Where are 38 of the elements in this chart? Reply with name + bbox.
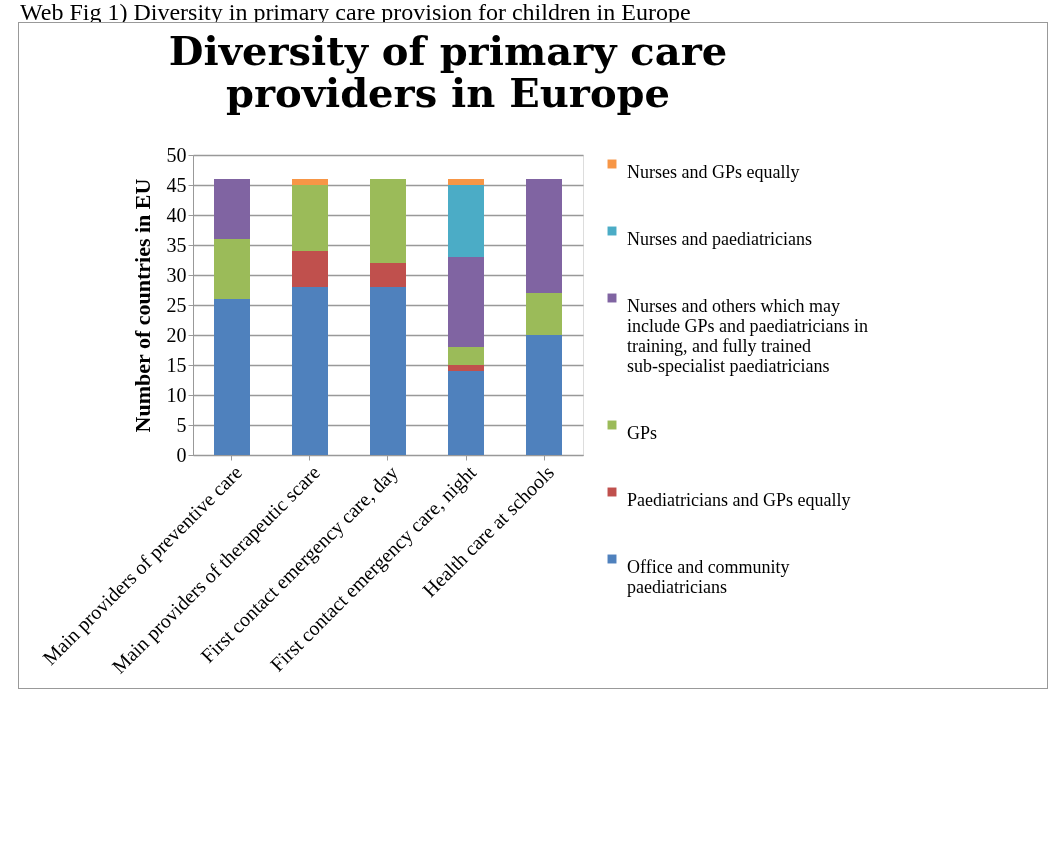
bar	[526, 293, 562, 335]
bar	[292, 251, 328, 287]
chart-title: Diversity of primary care providers in Europe	[168, 27, 728, 116]
bar	[292, 179, 328, 185]
bar	[448, 365, 484, 371]
y-tick-label: 25	[166, 293, 187, 316]
legend-label: Nurses and GPs equally	[627, 162, 800, 182]
y-tick-label: 50	[166, 143, 187, 166]
y-axis-title: Number of countries in EU	[129, 178, 155, 433]
y-tick-label: 35	[166, 233, 187, 256]
legend-label: Paediatricians and GPs equally	[627, 490, 851, 510]
legend-label: GPs	[627, 423, 658, 443]
bar	[448, 347, 484, 365]
bar	[214, 299, 250, 455]
bar	[448, 257, 484, 347]
y-tick-label: 0	[176, 443, 187, 466]
y-tick-label: 10	[166, 383, 187, 406]
y-tick-label: 45	[166, 173, 187, 196]
bar	[214, 179, 250, 239]
legend-label: Nurses and others which may include GPs and paediatricians in training, and fully trained sub-specialist paediatricians	[627, 296, 868, 376]
legend-label: Office and community paediatricians	[627, 557, 790, 597]
bar	[370, 179, 406, 263]
bar	[370, 287, 406, 455]
bar	[214, 239, 250, 299]
y-tick-label: 15	[166, 353, 187, 376]
bar	[448, 179, 484, 185]
bar	[292, 185, 328, 251]
bar	[292, 287, 328, 455]
y-tick-label: 5	[176, 413, 187, 436]
bar	[526, 179, 562, 293]
bar	[526, 335, 562, 455]
bar	[370, 263, 406, 287]
y-tick-label: 30	[166, 263, 187, 286]
y-tick-label: 20	[166, 323, 187, 346]
bar	[448, 185, 484, 257]
bar	[448, 371, 484, 455]
legend-label: Nurses and paediatricians	[627, 229, 812, 249]
y-tick-label: 40	[166, 203, 187, 226]
